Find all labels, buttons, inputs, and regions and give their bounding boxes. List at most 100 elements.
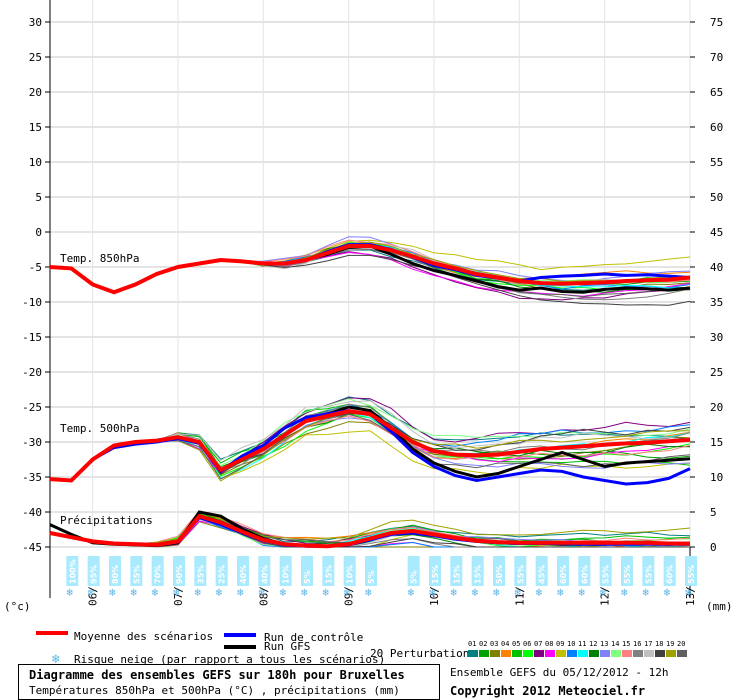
snow-risk-box [130, 556, 143, 586]
perturbation-swatch [545, 650, 555, 657]
right-unit: (mm) [706, 600, 733, 612]
control-legend-line [224, 633, 256, 637]
snow-legend-label: Risque neige (par rapport a tous les scé… [74, 653, 386, 666]
snowflake-icon: ❄ [258, 586, 265, 599]
snow-risk-box [599, 556, 612, 586]
snow-risk-box [301, 556, 313, 586]
right-tick: 5 [710, 506, 717, 519]
snowflake-icon: ❄ [664, 586, 671, 599]
left-tick: 20 [29, 86, 42, 99]
perturbation-swatch [578, 650, 588, 657]
left-tick: -40 [22, 506, 42, 519]
snow-risk-box [173, 556, 185, 586]
mean-legend-line [36, 631, 68, 635]
snowflake-icon: ❄ [280, 586, 287, 599]
perturbation-number: 12 [589, 640, 598, 648]
perturbations-label: 20 Perturbations [370, 647, 476, 660]
chart-title: Diagramme des ensembles GEFS sur 180h po… [29, 668, 405, 682]
snowflake-icon: ❄ [88, 586, 95, 599]
snow-risk-box [621, 556, 633, 586]
left-tick: 15 [29, 121, 42, 134]
snow-risk-pct: 45% [538, 565, 547, 584]
precip-label: Précipitations [60, 514, 153, 527]
perturbation-number: 07 [534, 640, 543, 648]
snow-risk-pct: 70% [154, 565, 163, 584]
snow-risk-box [535, 556, 548, 586]
snowflake-icon: ❄ [216, 586, 223, 599]
perturbation-number: 17 [644, 640, 653, 648]
t850-label: Temp. 850hPa [60, 252, 139, 265]
snow-risk-pct: 25% [218, 565, 227, 584]
left-tick: -25 [22, 401, 42, 414]
snow-risk-pct: 60% [559, 565, 568, 584]
right-tick: 0 [710, 541, 717, 554]
snow-risk-box [322, 556, 335, 586]
snow-risk-pct: 55% [132, 565, 141, 584]
snow-risk-box [471, 556, 484, 586]
snow-risk-box [663, 556, 676, 586]
t500-mean-line [49, 409, 691, 483]
snow-risk-pct: 10% [282, 565, 291, 584]
snow-risk-pct: 55% [687, 565, 696, 584]
legend-footer: Moyenne des scénarios Run de contrôle Ru… [0, 612, 740, 700]
snowflake-icon: ❄ [493, 586, 500, 599]
snow-risk-pct: 5% [367, 570, 376, 584]
snow-risk-pct: 100% [68, 559, 77, 584]
perturbation-number: 19 [666, 640, 675, 648]
snow-risk-pct: 5% [303, 570, 312, 584]
left-tick: -5 [29, 261, 42, 274]
perturbation-line [49, 511, 691, 545]
gfs-legend-line [224, 645, 256, 649]
snowflake-icon: ❄ [173, 586, 180, 599]
perturbation-number: 20 [677, 640, 686, 648]
main-series [49, 243, 691, 549]
left-tick: 25 [29, 51, 42, 64]
perturbation-number: 15 [622, 640, 631, 648]
snowflake-icon: ❄ [621, 586, 628, 599]
snow-risk-pct: 60% [666, 565, 675, 584]
snow-risk-pct: 10% [346, 565, 355, 584]
perturbation-swatch [611, 650, 621, 657]
t850-mean-line [49, 244, 691, 295]
perturbation-number: 01 [468, 640, 477, 648]
snow-risk-box [557, 556, 569, 586]
run-info: Ensemble GEFS du 05/12/2012 - 12h [450, 666, 669, 679]
snow-risk-box [429, 556, 441, 586]
snowflake-icon: ❄ [365, 586, 372, 599]
snow-risk-pct: 60% [580, 565, 589, 584]
snow-risk-pct: 50% [495, 565, 504, 584]
perturbation-swatch [600, 650, 610, 657]
snow-risk-pct: 40% [239, 565, 248, 584]
snowflake-icon: ❄ [344, 586, 351, 599]
copyright: Copyright 2012 Meteociel.fr [450, 684, 646, 698]
perturbation-swatch [523, 650, 533, 657]
snow-risk-box [450, 556, 463, 586]
snow-risk-box [578, 556, 591, 586]
precip-mean-line [49, 513, 690, 549]
right-tick: 25 [710, 366, 723, 379]
snow-risk-box [279, 556, 292, 586]
snow-risk-pct: 55% [644, 565, 653, 584]
snow-risk-box [151, 556, 164, 586]
right-tick: 10 [710, 471, 723, 484]
snow-risk-box [87, 556, 100, 586]
perturbation-swatch [633, 650, 643, 657]
snowflake-icon: ❄ [429, 586, 436, 599]
right-tick: 60 [710, 121, 723, 134]
perturbation-swatch [677, 650, 687, 657]
snow-risk-box [407, 556, 420, 586]
perturbation-number: 16 [633, 640, 642, 648]
perturbation-number: 09 [556, 640, 565, 648]
perturbation-swatch [501, 650, 511, 657]
perturbation-number: 02 [479, 640, 488, 648]
perturbation-number: 06 [523, 640, 532, 648]
snow-risk-box [258, 556, 271, 586]
snowflake-icon: ❄ [152, 586, 159, 599]
snow-risk-pct: 80% [111, 565, 120, 584]
snow-risk-pct: 15% [452, 565, 461, 584]
right-tick: 30 [710, 331, 723, 344]
right-tick: 40 [710, 261, 723, 274]
left-tick: 5 [35, 191, 42, 204]
snow-risk-pct: 35% [196, 565, 205, 584]
snowflake-icon: ❄ [237, 586, 244, 599]
